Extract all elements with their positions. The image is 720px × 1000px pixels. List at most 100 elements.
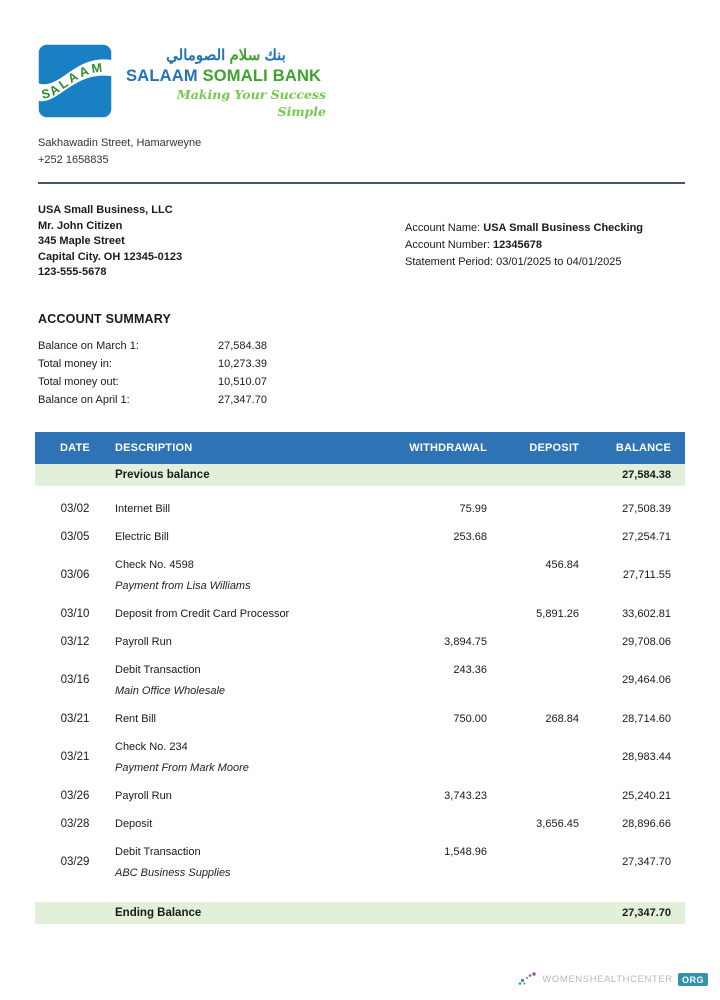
previous-balance-value: 27,584.38 [587, 463, 685, 486]
transaction-withdrawal: 1,548.96 [444, 845, 487, 858]
transaction-row: 03/16 Debit Transaction Main Office Whol… [35, 656, 685, 705]
summary-row: Total money in: 10,273.39 [38, 355, 685, 373]
statement-period-label: Statement Period: [405, 256, 494, 268]
summary-label: Total money out: [38, 375, 119, 388]
summary-label: Balance on March 1: [38, 339, 139, 352]
transaction-withdrawal [377, 810, 495, 838]
summary-row: Balance on April 1: 27,347.70 [38, 391, 685, 409]
arabic-word-bank: بنك [264, 47, 286, 64]
transaction-description: Electric Bill [115, 530, 169, 543]
transaction-deposit: 3,656.45 [536, 817, 579, 830]
previous-balance-label: Previous balance [115, 463, 377, 486]
column-header-withdrawal: WITHDRAWAL [377, 431, 495, 464]
transaction-detail: Main Office Wholesale [115, 684, 226, 697]
ending-balance-value: 27,347.70 [587, 901, 685, 924]
transaction-withdrawal: 3,743.23 [444, 789, 487, 802]
transaction-deposit [495, 733, 587, 782]
arabic-word-salaam: سلام [229, 47, 261, 64]
watermark-text: WOMENSHEALTHCENTER. [542, 974, 676, 985]
account-holder-line: Capital City. OH 12345-0123 [38, 250, 183, 263]
transaction-deposit [495, 628, 587, 656]
account-summary-rows: Balance on March 1: 27,584.38 Total mone… [38, 337, 685, 409]
transaction-date: 03/29 [60, 856, 90, 868]
account-holder-line: 345 Maple Street [38, 235, 125, 247]
previous-balance-row: Previous balance 27,584.38 [35, 463, 685, 486]
transaction-deposit [495, 782, 587, 810]
transaction-balance: 25,240.21 [622, 789, 671, 802]
account-summary-title: ACCOUNT SUMMARY [38, 311, 172, 326]
table-header-row: DATE DESCRIPTION WITHDRAWAL DEPOSIT BALA… [35, 431, 685, 464]
transaction-row: 03/28 Deposit 3,656.45 28,896.66 [35, 810, 685, 838]
account-summary-section: ACCOUNT SUMMARY Balance on March 1: 27,5… [38, 312, 685, 409]
transaction-date: 03/05 [60, 530, 90, 543]
ending-balance-row: Ending Balance 27,347.70 [35, 901, 685, 924]
transaction-withdrawal [377, 551, 495, 600]
transaction-description: Deposit from Credit Card Processor [115, 607, 290, 620]
transaction-balance: 27,508.39 [622, 502, 671, 515]
transaction-description: Deposit [115, 817, 153, 830]
transaction-balance: 28,714.60 [622, 712, 671, 725]
arabic-word-somali: الصومالي [166, 47, 226, 64]
transaction-deposit [495, 495, 587, 523]
bank-address-block: Sakhawadin Street, Hamarweyne +252 16588… [38, 135, 685, 169]
account-holder-line: USA Small Business, LLC [38, 204, 173, 216]
transaction-row: 03/12 Payroll Run 3,894.75 29,708.06 [35, 628, 685, 656]
transaction-description: Internet Bill [115, 502, 171, 515]
transactions-table: DATE DESCRIPTION WITHDRAWAL DEPOSIT BALA… [35, 431, 685, 924]
transaction-withdrawal: 750.00 [453, 712, 487, 725]
brand-block: بنك سلام الصومالي SALAAM SOMALI BANK Mak… [126, 44, 326, 120]
bank-name-somali-bank: SOMALI BANK [197, 67, 322, 85]
dots-swoosh-icon [518, 972, 537, 985]
transaction-balance: 27,254.71 [622, 530, 671, 543]
column-header-deposit: DEPOSIT [495, 431, 587, 464]
account-name-value: USA Small Business Checking [483, 222, 644, 234]
bank-tagline: Making Your Success Simple [176, 87, 326, 119]
summary-label: Total money in: [38, 357, 112, 370]
transaction-date: 03/10 [60, 607, 90, 620]
transaction-description: Payroll Run [115, 789, 172, 802]
account-holder-line: Mr. John Citizen [38, 219, 123, 232]
summary-value: 27,347.70 [218, 393, 267, 406]
transaction-date: 03/21 [60, 751, 90, 763]
header-divider [38, 182, 685, 184]
account-number-row: Account Number: 12345678 [405, 237, 685, 254]
transaction-date: 03/21 [60, 712, 90, 725]
transaction-withdrawal: 253.68 [453, 530, 487, 543]
ending-balance-label: Ending Balance [115, 901, 377, 924]
transaction-balance: 29,708.06 [622, 635, 671, 648]
summary-value: 27,584.38 [218, 339, 267, 352]
transaction-withdrawal: 75.99 [459, 502, 487, 515]
masthead: SALAAM بنك سلام الصومالي SALAAM SOMALI B… [35, 0, 685, 169]
transaction-row: 03/06 Check No. 4598 Payment from Lisa W… [35, 551, 685, 600]
summary-value: 10,510.07 [218, 375, 267, 388]
transaction-detail: Payment from Lisa Williams [115, 579, 251, 592]
previous-balance-date-cell [35, 463, 115, 486]
transaction-withdrawal: 3,894.75 [444, 635, 487, 648]
summary-value: 10,273.39 [218, 357, 267, 370]
transaction-deposit [495, 838, 587, 887]
footer-watermark: WOMENSHEALTHCENTER. ORG [518, 971, 708, 988]
table-spacer [35, 886, 685, 902]
transaction-deposit: 456.84 [545, 558, 579, 571]
transaction-rows: 03/02 Internet Bill 75.99 27,508.39 03/0… [35, 495, 685, 887]
transaction-description: Check No. 4598 [115, 558, 194, 571]
transaction-description: Payroll Run [115, 635, 172, 648]
transaction-deposit: 268.84 [545, 712, 579, 725]
transaction-balance: 29,464.06 [622, 674, 671, 686]
transaction-row: 03/05 Electric Bill 253.68 27,254.71 [35, 523, 685, 551]
statement-period-value: 03/01/2025 to 04/01/2025 [496, 256, 622, 268]
ending-balance-date-cell [35, 901, 115, 924]
bank-name-arabic: بنك سلام الصومالي [126, 46, 326, 66]
table-spacer [35, 485, 685, 495]
column-header-date: DATE [35, 431, 115, 464]
transaction-date: 03/12 [60, 635, 90, 648]
transaction-balance: 28,983.44 [622, 751, 671, 763]
logo-row: SALAAM بنك سلام الصومالي SALAAM SOMALI B… [35, 44, 685, 120]
parties-section: USA Small Business, LLC Mr. John Citizen… [35, 203, 685, 281]
column-header-description: DESCRIPTION [115, 431, 377, 464]
transaction-description: Debit Transaction [115, 845, 201, 858]
transaction-description: Check No. 234 [115, 740, 188, 753]
transaction-balance: 27,711.55 [622, 569, 671, 581]
bank-name-salaam: SALAAM [126, 67, 198, 85]
